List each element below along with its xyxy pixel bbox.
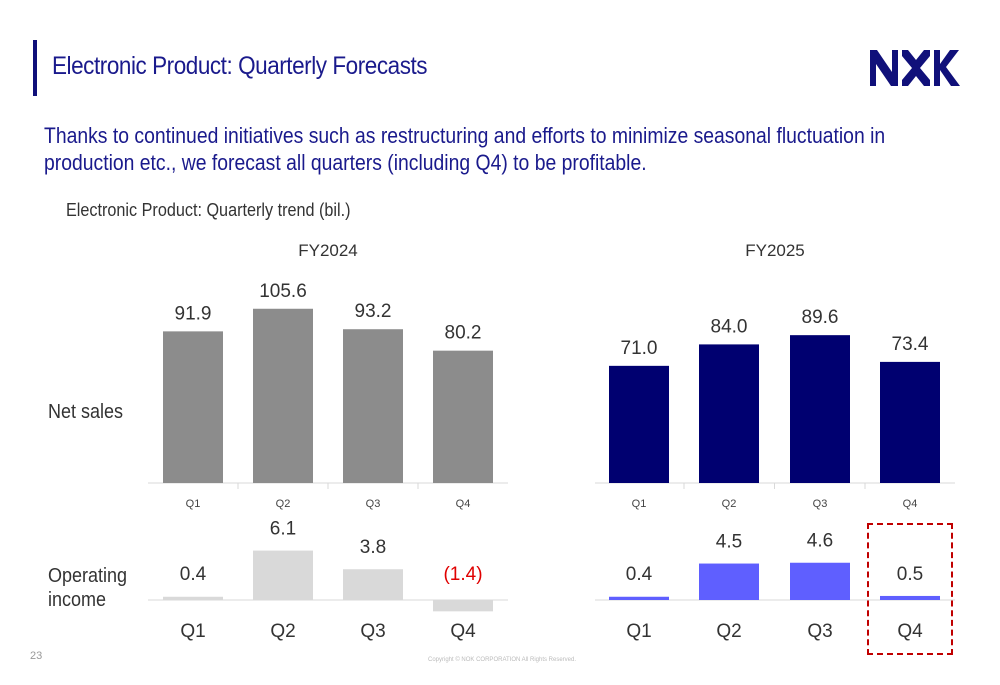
right-income-bar-q1 <box>609 596 669 600</box>
right-income-category-label: Q1 <box>626 621 651 642</box>
left-income-value-label: 6.1 <box>270 519 296 540</box>
right-income-bar-q3 <box>790 562 850 600</box>
lead-statement: Thanks to continued initiatives such as … <box>44 122 886 176</box>
right-income-value-label: 0.5 <box>897 564 923 585</box>
left-income-category-label: Q1 <box>180 621 205 642</box>
right-income-category-label: Q2 <box>716 621 741 642</box>
operating-income-row-label: Operating income <box>48 564 127 612</box>
right-sales-category-label: Q2 <box>722 498 737 510</box>
left-income-value-label: (1.4) <box>443 564 482 585</box>
right-sales-value-label: 73.4 <box>892 334 929 355</box>
left-sales-bar-q2 <box>253 308 313 483</box>
right-sales-value-label: 89.6 <box>802 307 839 328</box>
right-sales-chart-title: FY2025 <box>745 241 805 260</box>
left-income-value-label: 3.8 <box>360 537 386 558</box>
right-income-category-label: Q3 <box>807 621 832 642</box>
left-income-category-label: Q3 <box>360 621 385 642</box>
right-income-category-label: Q4 <box>897 621 923 642</box>
left-sales-value-label: 93.2 <box>355 301 392 322</box>
right-income-value-label: 0.4 <box>626 564 653 585</box>
nok-logo <box>870 50 960 86</box>
right-income-value-label: 4.6 <box>807 531 833 552</box>
right-sales-value-label: 71.0 <box>621 338 658 359</box>
left-sales-category-label: Q4 <box>456 498 471 510</box>
right-sales-bar-q2 <box>699 344 759 483</box>
net-sales-row-label: Net sales <box>48 401 124 423</box>
operating-income-label-line-2: income <box>48 589 107 611</box>
left-sales-bar-q3 <box>343 329 403 483</box>
q4-forecast-highlight-box <box>867 523 953 655</box>
right-sales-bar-q3 <box>790 335 850 483</box>
right-sales-bar-q4 <box>880 361 940 483</box>
title-accent-bar <box>33 40 37 96</box>
right-income-bar-q2 <box>699 563 759 600</box>
operating-income-label-line-1: Operating <box>48 565 128 587</box>
left-income-bar-q2 <box>253 550 313 600</box>
left-income-bar-q1 <box>163 596 223 600</box>
right-sales-bar-q1 <box>609 365 669 483</box>
left-sales-category-label: Q3 <box>366 498 381 510</box>
left-income-bar-q4 <box>433 600 493 612</box>
page-number: 23 <box>30 650 43 662</box>
right-sales-category-label: Q3 <box>813 498 828 510</box>
left-sales-value-label: 80.2 <box>445 323 482 344</box>
left-income-category-label: Q4 <box>450 621 476 642</box>
right-sales-category-label: Q1 <box>632 498 647 510</box>
right-income-bar-q4 <box>880 595 940 600</box>
left-sales-bar-q4 <box>433 350 493 483</box>
right-sales-category-label: Q4 <box>903 498 918 510</box>
left-income-category-label: Q2 <box>270 621 295 642</box>
right-sales-value-label: 84.0 <box>711 316 748 337</box>
left-sales-chart-title: FY2024 <box>298 241 358 260</box>
left-income-value-label: 0.4 <box>180 564 207 585</box>
left-sales-bar-q1 <box>163 331 223 483</box>
chart-subtitle: Electronic Product: Quarterly trend (bil… <box>66 200 351 220</box>
right-income-value-label: 4.5 <box>716 532 742 553</box>
page-title: Electronic Product: Quarterly Forecasts <box>52 52 428 80</box>
lead-line-1: Thanks to continued initiatives such as … <box>44 123 886 148</box>
left-sales-value-label: 91.9 <box>175 303 212 324</box>
left-sales-value-label: 105.6 <box>259 281 307 302</box>
left-sales-category-label: Q1 <box>186 498 201 510</box>
lead-line-2: production etc., we forecast all quarter… <box>44 150 647 175</box>
left-income-bar-q3 <box>343 569 403 600</box>
copyright-notice: Copyright © NOK CORPORATION All Rights R… <box>428 657 577 663</box>
left-sales-category-label: Q2 <box>276 498 291 510</box>
